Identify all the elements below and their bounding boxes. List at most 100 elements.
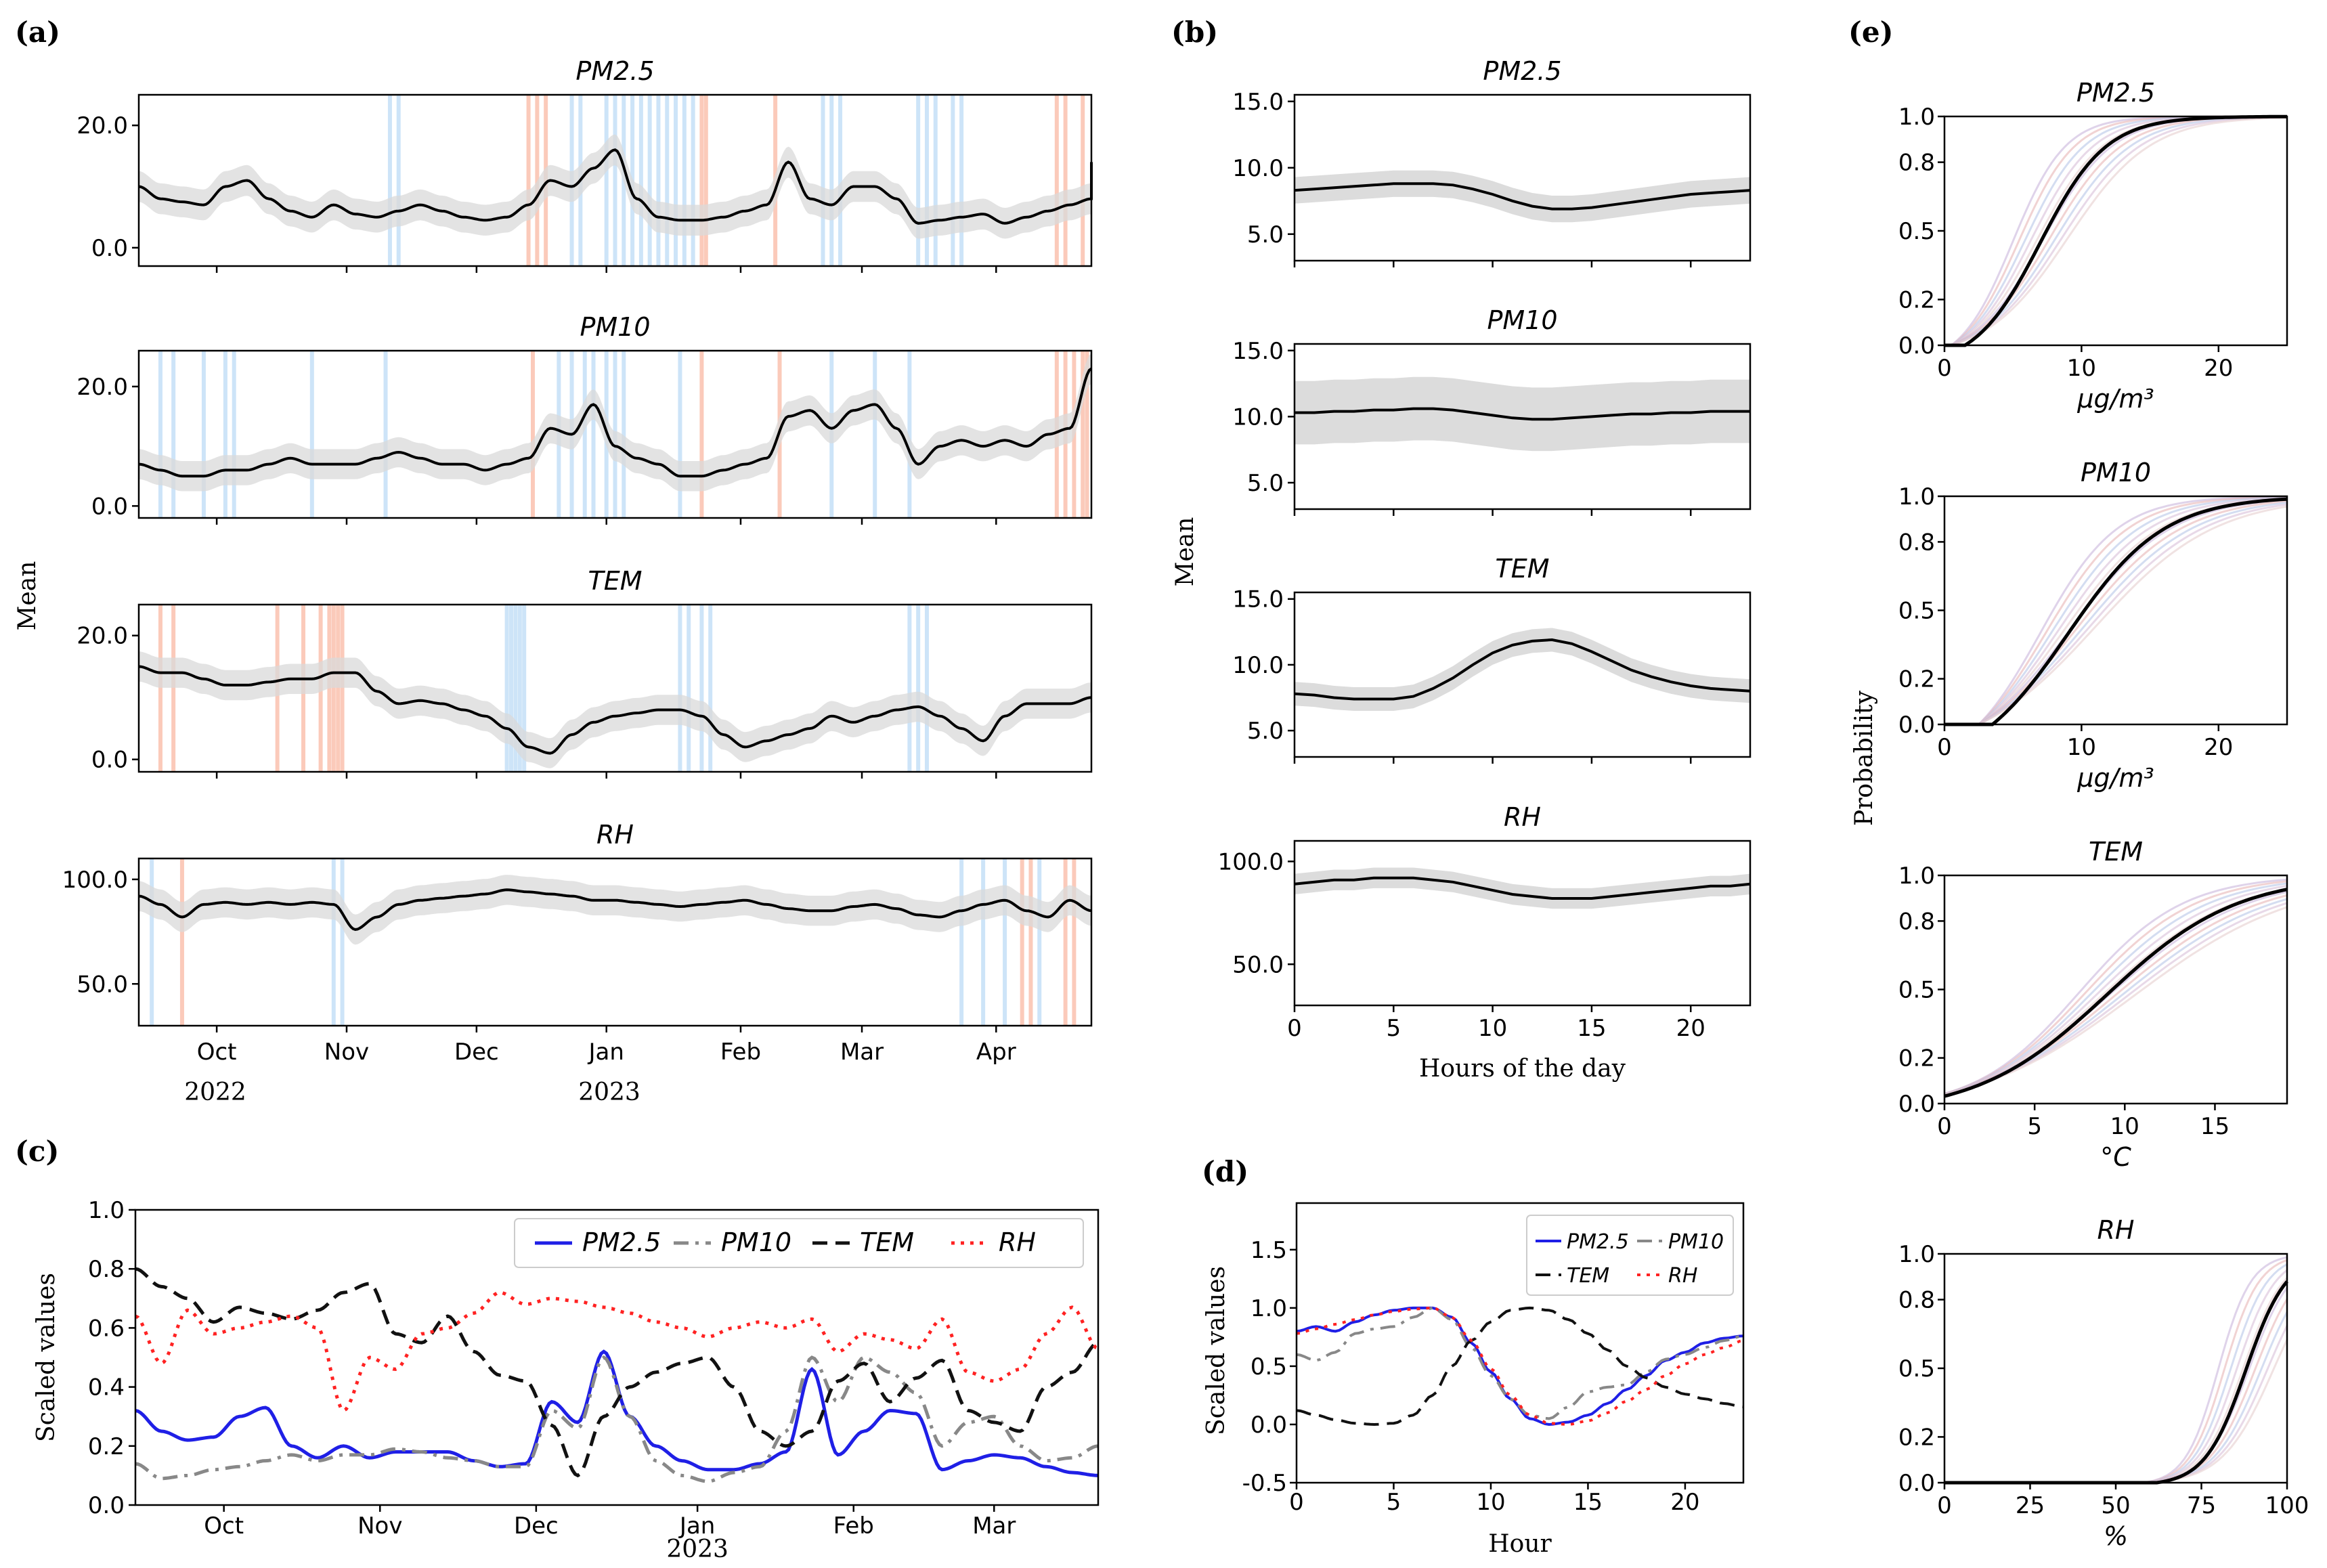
ensemble-cdf-line — [1944, 1339, 2288, 1484]
x-tick-label: 20 — [1676, 1015, 1705, 1042]
x-tick-label: 0 — [1937, 1113, 1952, 1140]
extreme-low-band — [924, 95, 929, 266]
extreme-high-band — [1081, 351, 1085, 518]
y-tick-label: 15.0 — [1232, 586, 1284, 613]
x-tick-label: 0 — [1937, 355, 1952, 382]
y-tick-label: 100.0 — [1218, 848, 1284, 875]
extreme-low-band — [665, 95, 670, 266]
y-tick-label: 1.5 — [1251, 1237, 1287, 1264]
x-axis-label: μg/m³ — [2076, 763, 2154, 793]
ensemble-cdf-line — [1944, 500, 2288, 726]
x-axis-label: μg/m³ — [2076, 384, 2154, 414]
y-tick-label: 0.0 — [88, 1492, 125, 1519]
extreme-low-band — [647, 95, 652, 266]
extreme-low-band — [582, 351, 587, 518]
y-tick-label: 0.5 — [1898, 598, 1935, 625]
x-tick-label: 50 — [2101, 1492, 2130, 1519]
y-tick-label: 5.0 — [1247, 718, 1284, 745]
x-tick-label: 20 — [2204, 355, 2233, 382]
y-axis-label: Scaled values — [1202, 1266, 1230, 1435]
series-line-PM10 — [135, 1355, 1099, 1483]
extreme-low-band — [232, 351, 236, 518]
y-tick-label: 0.0 — [1898, 332, 1935, 360]
y-tick-label: 0.0 — [1251, 1412, 1287, 1439]
y-tick-label: 1.0 — [1898, 1241, 1935, 1268]
extreme-low-band — [907, 605, 912, 772]
extreme-low-band — [873, 351, 877, 518]
subplot-title: RH — [2097, 1215, 2135, 1245]
subplot-title: PM10 — [580, 312, 650, 342]
subplot-title: RH — [1504, 802, 1541, 832]
legend-label-PM2.5: PM2.5 — [1567, 1230, 1629, 1254]
legend-label-RH: RH — [1668, 1264, 1697, 1288]
x-tick-label: 10 — [2110, 1113, 2139, 1140]
extreme-low-band — [916, 605, 921, 772]
series-line-TEM — [1296, 1306, 1744, 1427]
x-tick-label: 20 — [1670, 1489, 1699, 1516]
subplot-title: PM2.5 — [1483, 56, 1561, 86]
extreme-low-band — [951, 95, 955, 266]
y-tick-label: 1.0 — [88, 1197, 125, 1224]
x-tick-label: 10 — [1476, 1489, 1505, 1516]
ensemble-cdf-line — [1944, 505, 2288, 726]
month-label: Jan — [587, 1039, 624, 1066]
axes-a-PM2.5 — [137, 93, 1093, 267]
y-tick-label: 50.0 — [1232, 951, 1284, 978]
month-label: Nov — [357, 1512, 402, 1540]
series-line-RH — [1296, 1306, 1744, 1427]
extreme-high-band — [1081, 95, 1085, 266]
y-tick-label: 0.8 — [1898, 1287, 1935, 1314]
y-axis-label: Probability — [1850, 690, 1878, 826]
y-tick-label: 0.5 — [1898, 1355, 1935, 1382]
extreme-high-band — [1085, 351, 1089, 518]
y-tick-label: 1.0 — [1898, 863, 1935, 890]
ensemble-cdf-line — [1944, 902, 2288, 1095]
y-tick-label: 0.5 — [1898, 977, 1935, 1004]
month-label: Feb — [833, 1512, 874, 1540]
y-tick-label: 0.0 — [1898, 1470, 1935, 1497]
extreme-low-band — [907, 351, 912, 518]
mean-cdf-line — [1944, 888, 2288, 1098]
axes-c — [134, 1208, 1100, 1506]
legend-label-PM10: PM10 — [721, 1227, 791, 1257]
extreme-low-band — [1003, 858, 1007, 1026]
ensemble-cdf-line — [1944, 496, 2288, 726]
extreme-low-band — [682, 95, 687, 266]
extreme-high-band — [1063, 95, 1068, 266]
extreme-low-band — [383, 351, 388, 518]
x-tick-label: 10 — [2067, 734, 2096, 761]
x-tick-label: 0 — [1287, 1015, 1302, 1042]
month-label: Apr — [976, 1039, 1016, 1066]
y-tick-label: 15.0 — [1232, 338, 1284, 365]
extreme-low-band — [201, 351, 206, 518]
x-tick-label: 0 — [1289, 1489, 1304, 1516]
extreme-low-band — [613, 95, 617, 266]
mean-line — [1294, 638, 1751, 701]
year-label: 2022 — [184, 1079, 246, 1106]
ensemble-cdf-line — [1944, 116, 2288, 347]
y-tick-label: 1.0 — [1898, 104, 1935, 131]
extreme-low-band — [656, 95, 661, 266]
y-tick-label: -0.5 — [1242, 1470, 1287, 1497]
extreme-low-band — [309, 351, 314, 518]
y-tick-label: 0.6 — [88, 1315, 125, 1342]
y-tick-label: 0.0 — [91, 235, 128, 262]
axes-a-TEM — [137, 603, 1093, 773]
extreme-low-band — [331, 858, 336, 1026]
axes-b-RH — [1293, 840, 1752, 1007]
y-tick-label: 15.0 — [1232, 89, 1284, 116]
extreme-low-band — [223, 351, 227, 518]
ensemble-cdf-line — [1944, 501, 2288, 726]
panel-label-c: (c) — [15, 1135, 59, 1168]
axes-a-RH — [137, 857, 1093, 1027]
extreme-low-band — [674, 95, 678, 266]
extreme-low-band — [699, 605, 704, 772]
y-tick-label: 0.2 — [1898, 666, 1935, 693]
y-tick-label: 0.2 — [88, 1433, 125, 1460]
extreme-high-band — [1072, 858, 1076, 1026]
subplot-title: PM2.5 — [2076, 78, 2155, 108]
panel-label-e: (e) — [1848, 16, 1893, 49]
y-tick-label: 100.0 — [62, 867, 128, 894]
y-axis-label: Scaled values — [32, 1273, 60, 1442]
